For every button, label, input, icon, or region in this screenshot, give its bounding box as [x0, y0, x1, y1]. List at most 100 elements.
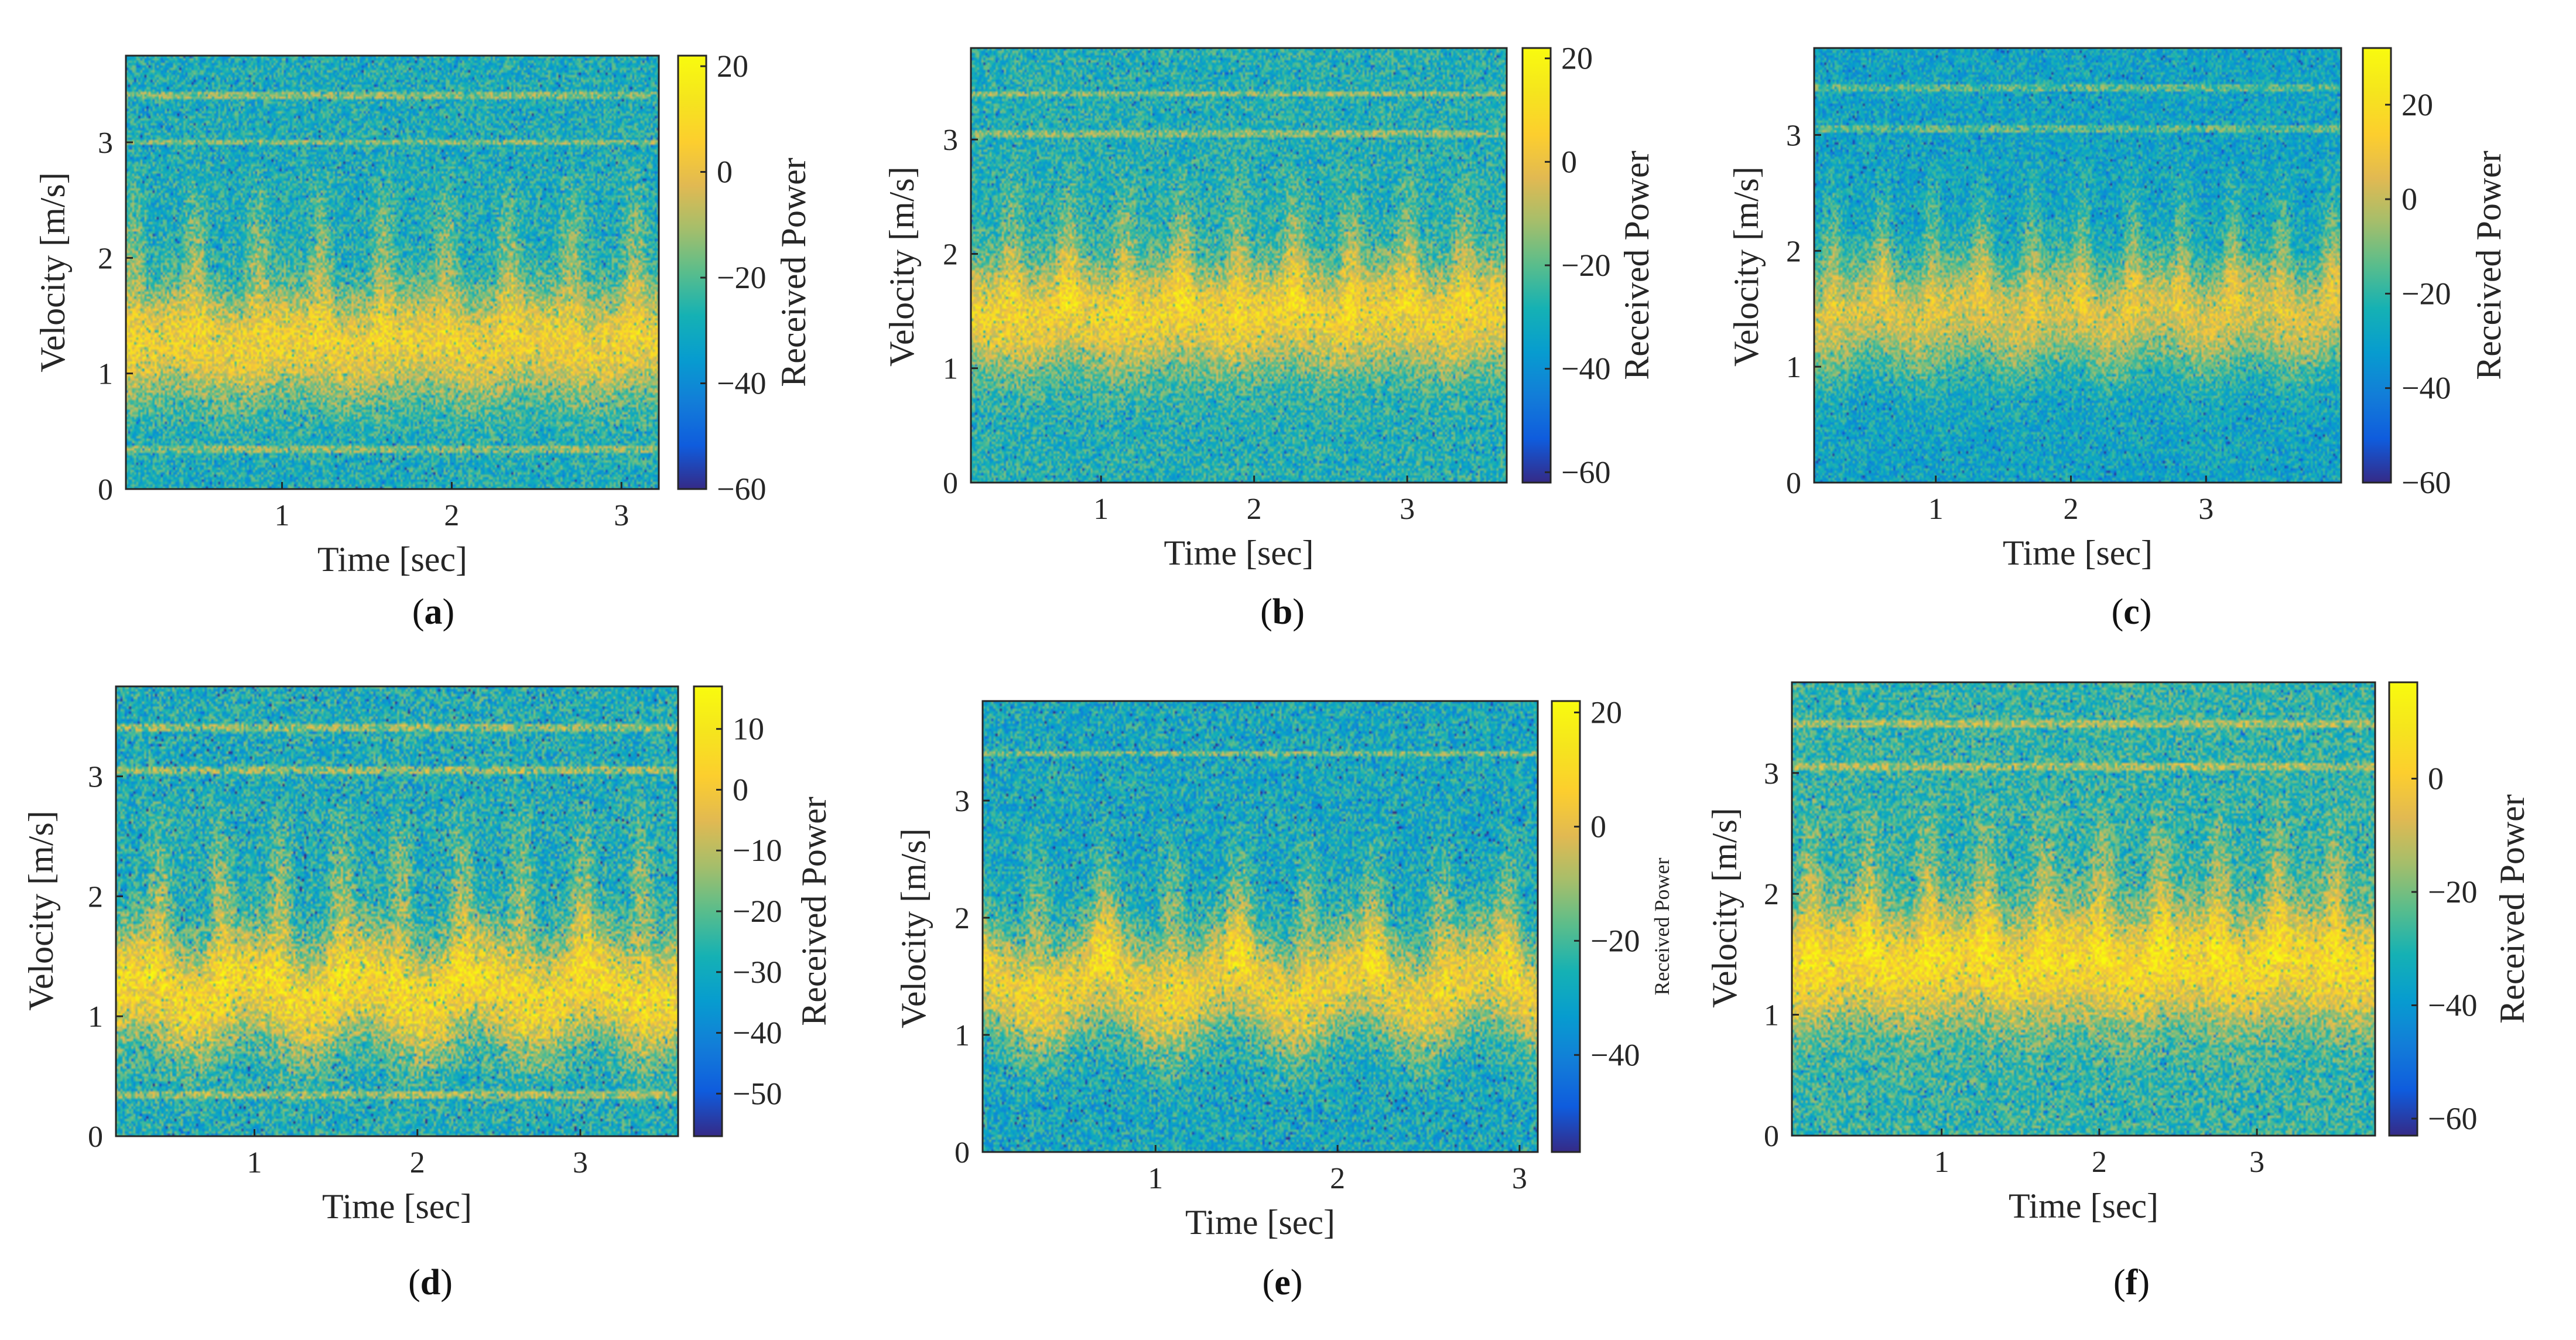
- x-tick-label: 2: [2063, 493, 2078, 526]
- x-tick-label: 3: [2198, 493, 2214, 526]
- plot-frame: [115, 685, 679, 1137]
- colorbar-label: Received Power: [2493, 794, 2531, 1024]
- y-tick-label: 2: [88, 880, 103, 914]
- colorbar-tick-label: −20: [2428, 874, 2477, 910]
- heatmap-image: [1814, 48, 2341, 483]
- x-tick-label: 2: [410, 1146, 425, 1180]
- plot-frame: [125, 54, 660, 490]
- caption-close-paren: ): [1292, 592, 1305, 632]
- colorbar-tick-label: −10: [733, 833, 782, 868]
- caption-open-paren: (: [408, 1263, 420, 1303]
- caption-open-paren: (: [2111, 592, 2124, 632]
- y-tick-label: 3: [943, 124, 958, 157]
- caption-open-paren: (: [412, 592, 425, 632]
- colorbar-tick-label: −60: [717, 471, 766, 507]
- plot-frame: [1813, 47, 2342, 484]
- panel-caption: (c): [2044, 592, 2219, 633]
- x-tick-label: 3: [2249, 1146, 2264, 1179]
- y-tick-label: 0: [1786, 467, 1801, 500]
- x-tick-label: 1: [1928, 493, 1944, 526]
- y-tick-label: 0: [88, 1120, 103, 1154]
- caption-letter: e: [1274, 1263, 1291, 1303]
- colorbar-label: Received Power: [1617, 151, 1656, 380]
- colorbar-tick-label: −60: [2401, 465, 2451, 500]
- caption-open-paren: (: [1262, 1263, 1275, 1303]
- colorbar-tick-label: −40: [733, 1016, 782, 1051]
- colorbar-tick-label: −40: [717, 366, 766, 401]
- caption-letter: f: [2125, 1263, 2138, 1303]
- x-axis-label: Time [sec]: [322, 1187, 472, 1226]
- colorbar-tick-label: −40: [1561, 351, 1610, 387]
- colorbar-label: Received Power: [2469, 151, 2508, 380]
- panel-caption: (e): [1195, 1262, 1370, 1304]
- caption-close-paren: ): [2137, 1263, 2150, 1303]
- colorbar-tick-label: 20: [2401, 87, 2433, 122]
- colorbar-tick-label: 0: [733, 772, 748, 807]
- x-axis-label: Time [sec]: [317, 540, 467, 579]
- caption-letter: b: [1272, 592, 1293, 632]
- y-axis-label: Velocity [m/s]: [33, 172, 72, 372]
- y-axis-label: Velocity [m/s]: [1705, 808, 1744, 1008]
- x-tick-label: 1: [1148, 1162, 1163, 1195]
- heatmap-image: [1792, 682, 2375, 1136]
- colorbar-tick-label: 0: [2401, 182, 2417, 217]
- y-tick-label: 1: [943, 353, 958, 386]
- colorbar-tick-label: 0: [2428, 761, 2444, 796]
- caption-letter: a: [424, 592, 443, 632]
- colorbar-tick-label: 20: [717, 49, 748, 84]
- colorbar-tick-label: −20: [733, 894, 782, 929]
- plot-frame: [981, 700, 1539, 1153]
- plot-frame: [970, 47, 1508, 484]
- y-tick-label: 1: [88, 1000, 103, 1034]
- y-tick-label: 0: [98, 473, 113, 507]
- colorbar-tick-label: 10: [733, 712, 764, 747]
- y-tick-label: 1: [98, 358, 113, 391]
- caption-open-paren: (: [1260, 592, 1272, 632]
- colorbar-tick-label: −50: [733, 1076, 782, 1111]
- x-axis-label: Time [sec]: [2003, 534, 2153, 572]
- panel-caption: (d): [343, 1262, 518, 1304]
- x-tick-label: 2: [1330, 1162, 1345, 1195]
- x-axis-label: Time [sec]: [2009, 1187, 2158, 1225]
- y-axis-label: Velocity [m/s]: [1727, 166, 1766, 367]
- colorbar: [2362, 47, 2392, 484]
- y-tick-label: 3: [98, 127, 113, 160]
- colorbar-tick-label: −40: [2428, 987, 2477, 1023]
- y-axis-label: Velocity [m/s]: [894, 828, 933, 1028]
- x-tick-label: 3: [573, 1146, 588, 1180]
- y-tick-label: 2: [1786, 235, 1801, 268]
- colorbar-label: Received Power: [795, 797, 833, 1026]
- colorbar-tick-label: −30: [733, 955, 782, 990]
- plot-frame: [1791, 681, 2376, 1137]
- y-tick-label: 1: [955, 1019, 970, 1052]
- y-tick-label: 0: [1764, 1120, 1779, 1153]
- colorbar: [677, 54, 707, 490]
- colorbar: [2388, 681, 2418, 1137]
- x-tick-label: 1: [1934, 1146, 1949, 1179]
- caption-open-paren: (: [2113, 1263, 2126, 1303]
- y-axis-label: Velocity [m/s]: [22, 811, 60, 1011]
- panel-caption: (b): [1195, 592, 1370, 633]
- colorbar-tick-label: −40: [1590, 1037, 1640, 1072]
- colorbar-tick-label: −20: [717, 260, 766, 295]
- colorbar-label: Received Power: [774, 158, 813, 387]
- colorbar-tick-label: −20: [1590, 923, 1640, 958]
- y-tick-label: 2: [98, 242, 113, 275]
- caption-close-paren: ): [2139, 592, 2152, 632]
- caption-letter: c: [2123, 592, 2140, 632]
- caption-close-paren: ): [440, 1263, 453, 1303]
- y-axis-label: Velocity [m/s]: [882, 166, 921, 367]
- panel-caption: (a): [345, 592, 521, 633]
- y-tick-label: 3: [88, 761, 103, 794]
- colorbar-tick-label: 0: [1590, 809, 1606, 844]
- y-tick-label: 1: [1786, 351, 1801, 384]
- colorbar-tick-label: −20: [1561, 248, 1610, 283]
- x-axis-label: Time [sec]: [1164, 534, 1313, 572]
- caption-close-paren: ): [442, 592, 455, 632]
- x-tick-label: 1: [1093, 493, 1109, 526]
- colorbar-tick-label: −60: [1561, 454, 1610, 490]
